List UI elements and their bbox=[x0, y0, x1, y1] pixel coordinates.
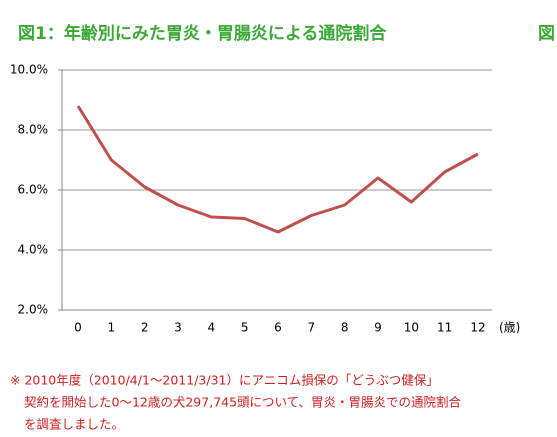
x-tick-label: 5 bbox=[241, 321, 249, 335]
x-tick-label: 12 bbox=[470, 321, 485, 335]
x-unit: (歳) bbox=[499, 321, 520, 335]
chart-title: 図1：年齢別にみた胃炎・胃腸炎による通院割合 bbox=[18, 23, 387, 44]
x-tick-label: 10 bbox=[404, 321, 419, 335]
x-tick-label: 6 bbox=[274, 321, 282, 335]
x-tick-label: 8 bbox=[341, 321, 349, 335]
x-tick-label: 11 bbox=[437, 321, 452, 335]
x-tick-label: 7 bbox=[308, 321, 316, 335]
next-title: 図 bbox=[538, 24, 555, 44]
footnote: を調査しました。 bbox=[24, 417, 124, 432]
footnote: 契約を開始した0～12歳の犬297,745頭について、胃炎・胃腸炎での通院割合 bbox=[24, 395, 462, 410]
x-tick-label: 2 bbox=[141, 321, 149, 335]
x-tick-label: 0 bbox=[74, 321, 82, 335]
y-tick-label: 10.0% bbox=[10, 63, 48, 77]
data-line bbox=[76, 105, 479, 234]
y-tick-label: 4.0% bbox=[18, 243, 49, 257]
y-tick-label: 2.0% bbox=[18, 303, 49, 317]
x-tick-label: 9 bbox=[374, 321, 382, 335]
x-tick-label: 1 bbox=[108, 321, 116, 335]
y-tick-label: 6.0% bbox=[18, 183, 49, 197]
y-tick-label: 8.0% bbox=[18, 123, 49, 137]
footnote: ※ 2010年度（2010/4/1～2011/3/31）にアニコム損保の「どうぶ… bbox=[10, 373, 439, 388]
x-tick-label: 3 bbox=[174, 321, 182, 335]
x-tick-label: 4 bbox=[208, 321, 216, 335]
